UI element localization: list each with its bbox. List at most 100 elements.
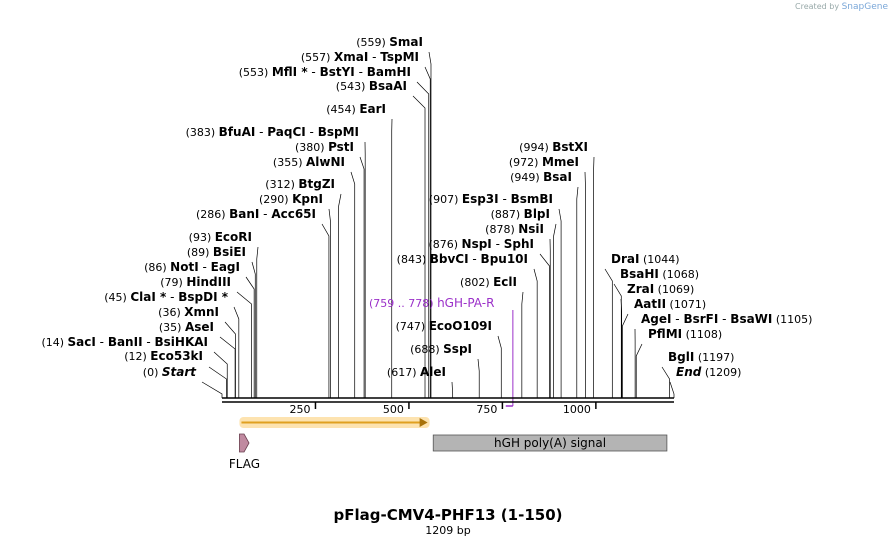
site-label: AatII (1071) bbox=[634, 297, 706, 311]
site-name: Start bbox=[162, 365, 197, 379]
site-label: (553) MflI * - BstYI - BamHI bbox=[239, 65, 411, 79]
site-name: BstYI bbox=[320, 65, 355, 79]
site-name: BanII bbox=[108, 335, 143, 349]
site-line bbox=[233, 306, 240, 398]
site-line bbox=[424, 66, 431, 398]
site-name: BsaWI bbox=[730, 312, 772, 326]
site-label: (355) AlwNI bbox=[273, 155, 345, 169]
site-line bbox=[224, 321, 236, 398]
site-name: SacI bbox=[68, 335, 96, 349]
site-name: BfuAI bbox=[219, 125, 256, 139]
site-name: Esp3I bbox=[462, 192, 499, 206]
site-line bbox=[620, 298, 623, 398]
site-line bbox=[635, 343, 643, 398]
site-name: XmaI bbox=[334, 50, 368, 64]
plasmid-length: 1209 bp bbox=[425, 524, 471, 537]
site-label: (45) ClaI * - BspDI * bbox=[104, 290, 228, 304]
site-position: (559) bbox=[356, 36, 389, 49]
site-position: (86) bbox=[144, 261, 170, 274]
site-label: (878) NsiI bbox=[485, 222, 544, 236]
site-line bbox=[256, 246, 259, 398]
site-label: DraI (1044) bbox=[611, 252, 680, 266]
site-position: (553) bbox=[239, 66, 272, 79]
site-label: (543) BsaAI bbox=[336, 79, 407, 93]
site-label: (994) BstXI bbox=[519, 140, 588, 154]
feature-label: hGH poly(A) signal bbox=[494, 436, 606, 450]
site-line bbox=[236, 291, 252, 398]
site-label: (383) BfuAI - PaqCI - BspMI bbox=[186, 125, 359, 139]
credit-prefix: Created by bbox=[795, 2, 840, 11]
site-name: - bbox=[308, 65, 320, 79]
site-line bbox=[201, 381, 223, 398]
site-name: - bbox=[255, 125, 267, 139]
site-name: - bbox=[368, 50, 380, 64]
site-name: PaqCI bbox=[267, 125, 305, 139]
site-name: - bbox=[96, 335, 108, 349]
site-position: (557) bbox=[301, 51, 334, 64]
site-line bbox=[350, 171, 356, 398]
site-label: (14) SacI - BanII - BsiHKAI bbox=[41, 335, 208, 349]
site-name: NotI bbox=[170, 260, 199, 274]
site-name: BglI bbox=[668, 350, 694, 364]
site-position: (876) bbox=[428, 238, 461, 251]
site-name: SmaI bbox=[389, 35, 423, 49]
site-name: - bbox=[469, 252, 481, 266]
site-line bbox=[539, 253, 550, 398]
site-line bbox=[219, 336, 236, 398]
site-line bbox=[613, 283, 622, 398]
primer-range: (759 .. 778) bbox=[369, 297, 437, 310]
site-label: (876) NspI - SphI bbox=[428, 237, 534, 251]
site-line bbox=[669, 381, 675, 398]
site-name: BamHI bbox=[367, 65, 411, 79]
site-name: EcoRI bbox=[215, 230, 252, 244]
site-name: BsmBI bbox=[511, 192, 553, 206]
site-name: AseI bbox=[185, 320, 214, 334]
ruler-label: 250 bbox=[289, 403, 310, 416]
site-label: (286) BanI - Acc65I bbox=[196, 207, 316, 221]
site-position: (972) bbox=[509, 156, 542, 169]
site-name: BsiHKAI bbox=[155, 335, 209, 349]
feature-flag bbox=[239, 433, 250, 453]
site-name: TspMI bbox=[380, 50, 419, 64]
site-label: (907) Esp3I - BsmBI bbox=[429, 192, 553, 206]
site-name: ClaI * bbox=[130, 290, 167, 304]
site-position: (383) bbox=[186, 126, 219, 139]
site-name: HindIII bbox=[186, 275, 231, 289]
site-name: BbvCI bbox=[430, 252, 469, 266]
site-label: AgeI - BsrFI - BsaWI (1105) bbox=[641, 312, 812, 326]
site-label: (972) MmeI bbox=[509, 155, 579, 169]
site-name: AatII bbox=[634, 297, 666, 311]
site-name: BlpI bbox=[524, 207, 550, 221]
site-label: End (1209) bbox=[676, 365, 741, 379]
site-name: End bbox=[676, 365, 702, 379]
site-label: (89) BsiEI bbox=[187, 245, 246, 259]
site-line bbox=[604, 268, 613, 398]
site-line bbox=[622, 313, 629, 398]
site-line bbox=[213, 351, 228, 398]
site-label: (12) Eco53kI bbox=[124, 349, 203, 363]
site-label: (35) AseI bbox=[159, 320, 214, 334]
site-name: BsaAI bbox=[369, 79, 407, 93]
site-name: EclI bbox=[493, 275, 517, 289]
site-label: (86) NotI - EagI bbox=[144, 260, 240, 274]
site-line bbox=[451, 381, 454, 398]
site-position: (355) bbox=[273, 156, 306, 169]
site-position: (802) bbox=[460, 276, 493, 289]
site-name: BtgZI bbox=[298, 177, 335, 191]
site-label: (93) EcoRI bbox=[189, 230, 252, 244]
site-line bbox=[208, 366, 227, 398]
site-position: (994) bbox=[519, 141, 552, 154]
site-position: (79) bbox=[160, 276, 186, 289]
site-position: (878) bbox=[485, 223, 518, 236]
site-position: (45) bbox=[104, 291, 130, 304]
site-position: (286) bbox=[196, 208, 229, 221]
site-position: (0) bbox=[143, 366, 162, 379]
site-line bbox=[428, 51, 432, 398]
site-name: Acc65I bbox=[271, 207, 316, 221]
site-position: (1105) bbox=[772, 313, 812, 326]
site-name: AleI bbox=[420, 365, 446, 379]
site-label: (312) BtgZI bbox=[265, 177, 335, 191]
snapgene-logo: SnapGene bbox=[841, 2, 888, 12]
site-name: NspI bbox=[462, 237, 492, 251]
site-position: (617) bbox=[387, 366, 420, 379]
